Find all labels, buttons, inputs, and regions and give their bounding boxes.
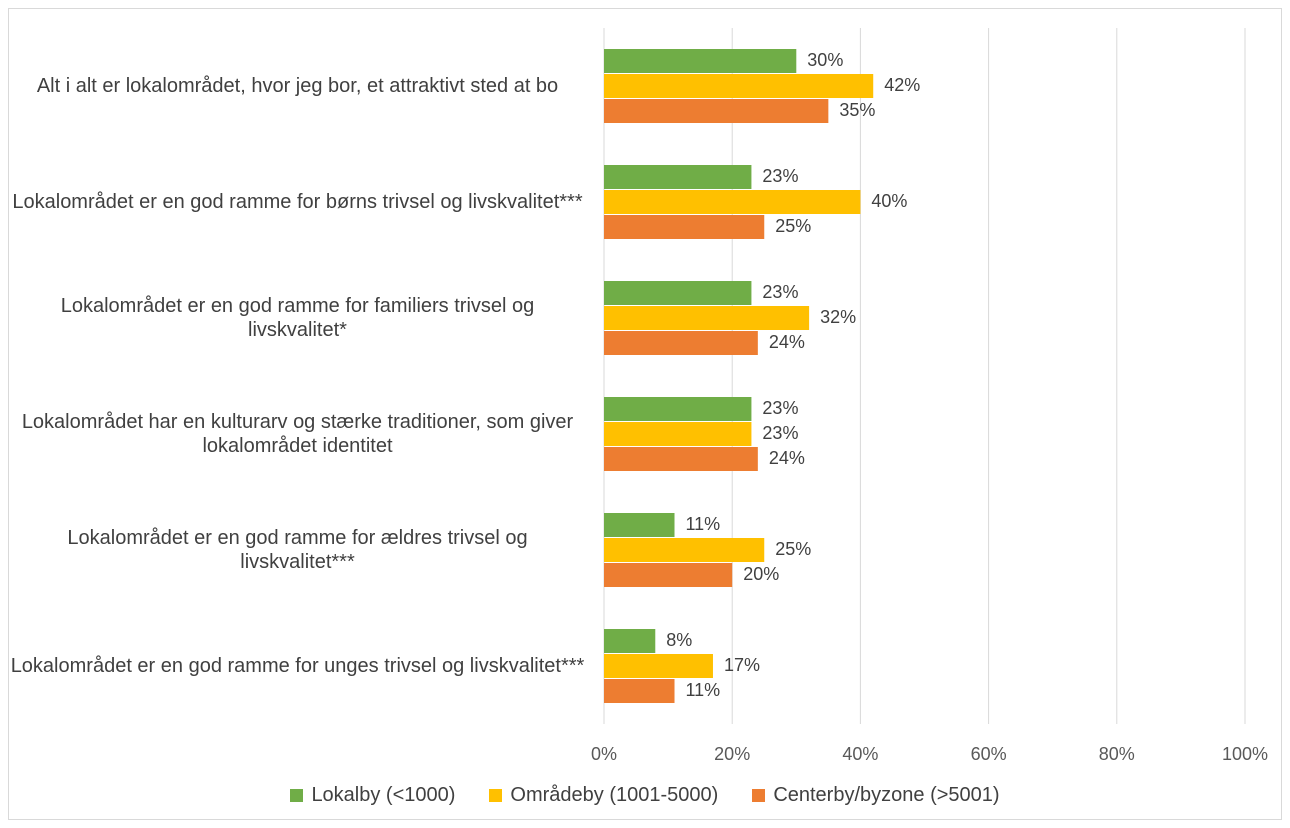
data-label: 17% [724,655,760,675]
data-label: 25% [775,539,811,559]
x-tick-label: 100% [1222,744,1268,764]
bar [604,281,752,305]
bar [604,49,797,73]
data-label: 25% [775,216,811,236]
category-label: Lokalområdet har en kulturarv og stærke … [21,411,574,457]
bar [604,190,861,214]
bar [604,99,829,123]
legend: Lokalby (<1000) Områdeby (1001-5000) Cente… [0,784,1290,807]
bar [604,654,713,678]
legend-item: Centerby/byzone (>5001) [752,784,1000,807]
bar [604,447,758,471]
data-label: 42% [884,75,920,95]
data-label: 40% [871,191,907,211]
legend-swatch [290,789,304,802]
bar [604,331,758,355]
data-label: 30% [807,50,843,70]
data-label: 23% [762,282,798,302]
legend-item: Lokalby (<1000) [290,784,455,807]
data-label: 11% [686,514,721,534]
legend-item: Områdeby (1001-5000) [489,784,718,807]
x-tick-label: 20% [714,744,750,764]
category-label: Lokalområdet er en god ramme for familie… [60,295,535,341]
category-label: Lokalområdet er en god ramme for børns t… [12,191,583,213]
bar [604,397,752,421]
data-label: 11% [686,680,721,700]
data-label: 8% [666,630,692,650]
x-tick-label: 60% [971,744,1007,764]
bar [604,513,675,537]
bar [604,165,752,189]
data-label: 20% [743,564,779,584]
legend-swatch [752,789,766,802]
x-tick-label: 0% [591,744,617,764]
category-label: Alt i alt er lokalområdet, hvor jeg bor,… [36,75,559,97]
data-label: 23% [762,398,798,418]
data-label: 24% [769,332,805,352]
data-label: 32% [820,307,856,327]
legend-label: Områdeby (1001-5000) [510,784,719,806]
legend-label: Centerby/byzone (>5001) [773,784,1000,806]
bar [604,422,752,446]
data-label: 23% [762,423,798,443]
category-label: Lokalområdet er en god ramme for ældres … [67,527,528,573]
category-label: Lokalområdet er en god ramme for unges t… [10,655,585,677]
chart-border [8,8,1282,820]
bar [604,629,656,653]
x-tick-label: 80% [1099,744,1135,764]
bar [604,679,675,703]
legend-swatch [489,789,503,802]
bar [604,215,765,239]
data-label: 35% [839,100,875,120]
bar [604,74,874,98]
x-tick-label: 40% [842,744,878,764]
bar [604,563,733,587]
data-label: 24% [769,448,805,468]
legend-label: Lokalby (<1000) [311,784,456,806]
data-label: 23% [762,166,798,186]
bar [604,306,810,330]
bar [604,538,765,562]
